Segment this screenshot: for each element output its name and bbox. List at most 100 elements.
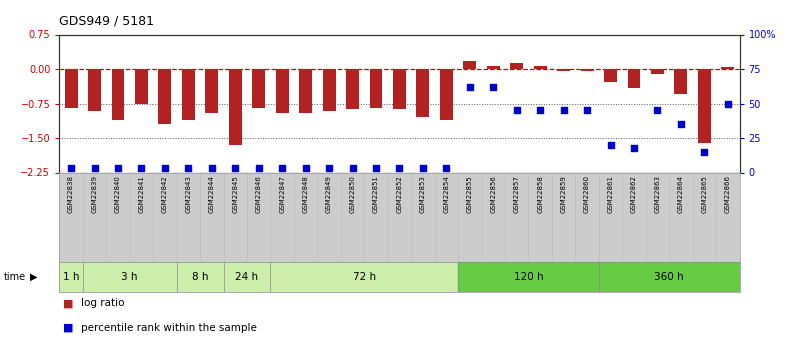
Point (393, 166, 406, 171)
Bar (557, 69, 570, 71)
Point (276, 166, 289, 171)
Point (558, 108, 570, 113)
Point (721, 101, 734, 106)
Text: GSM22847: GSM22847 (279, 175, 286, 213)
Point (346, 166, 359, 171)
Text: GSM22855: GSM22855 (467, 175, 473, 213)
Point (417, 166, 430, 171)
Bar (440, 69, 452, 120)
Text: GSM22850: GSM22850 (350, 175, 355, 213)
Point (299, 166, 312, 171)
Point (252, 166, 265, 171)
Bar (721, 67, 734, 69)
Bar (627, 69, 641, 88)
Text: GSM22865: GSM22865 (702, 175, 707, 213)
Text: percentile rank within the sample: percentile rank within the sample (81, 323, 256, 333)
Text: GSM22856: GSM22856 (490, 175, 496, 213)
Point (487, 84, 500, 90)
Point (112, 166, 124, 171)
Bar (83, 262, 176, 292)
Bar (369, 69, 383, 108)
Text: log ratio: log ratio (81, 298, 124, 308)
Bar (486, 66, 500, 69)
Bar (112, 69, 124, 120)
Bar (698, 69, 711, 142)
Point (65, 166, 78, 171)
Text: GSM22866: GSM22866 (725, 175, 731, 213)
Text: ■: ■ (63, 323, 74, 333)
Text: GSM22860: GSM22860 (584, 175, 590, 213)
Point (698, 149, 711, 155)
Point (604, 142, 617, 148)
Text: GSM22845: GSM22845 (233, 175, 238, 213)
Bar (88, 69, 101, 111)
Bar (599, 262, 740, 292)
Point (158, 166, 171, 171)
Bar (675, 69, 687, 94)
Bar (182, 69, 195, 120)
Bar (651, 69, 664, 73)
Bar (65, 69, 78, 108)
Text: GSM22864: GSM22864 (678, 175, 684, 213)
Text: 8 h: 8 h (192, 272, 208, 282)
Point (88, 166, 100, 171)
Text: GSM22861: GSM22861 (607, 175, 614, 213)
Bar (417, 69, 430, 117)
Bar (252, 69, 265, 108)
Bar (271, 262, 458, 292)
Bar (581, 69, 593, 71)
Bar (346, 69, 359, 109)
Point (206, 166, 218, 171)
Text: 72 h: 72 h (353, 272, 376, 282)
Text: GSM22843: GSM22843 (185, 175, 191, 213)
Text: GSM22848: GSM22848 (303, 175, 308, 213)
Point (510, 108, 523, 113)
Text: GSM22862: GSM22862 (631, 175, 637, 213)
Bar (206, 69, 218, 113)
Text: time: time (4, 272, 26, 282)
Point (581, 108, 593, 113)
Bar (464, 61, 476, 69)
Text: GSM22851: GSM22851 (373, 175, 379, 213)
Text: GSM22854: GSM22854 (444, 175, 449, 213)
Text: GSM22840: GSM22840 (115, 175, 121, 213)
Point (651, 108, 664, 113)
Text: GSM22841: GSM22841 (138, 175, 145, 213)
Bar (59, 262, 83, 292)
Bar (458, 262, 599, 292)
Point (534, 108, 547, 113)
Point (464, 84, 476, 90)
Text: GSM22838: GSM22838 (68, 175, 74, 213)
Text: 1 h: 1 h (62, 272, 79, 282)
Bar (158, 69, 172, 124)
Point (182, 166, 195, 171)
Text: 24 h: 24 h (236, 272, 259, 282)
Text: GSM22844: GSM22844 (209, 175, 215, 213)
Text: GSM22839: GSM22839 (92, 175, 97, 213)
Bar (229, 69, 242, 145)
Bar (299, 69, 312, 113)
Point (628, 145, 641, 150)
Bar (393, 69, 406, 109)
Text: GSM22857: GSM22857 (513, 175, 520, 213)
Text: ■: ■ (63, 298, 74, 308)
Bar (276, 69, 289, 113)
Text: GDS949 / 5181: GDS949 / 5181 (59, 14, 154, 28)
Bar (604, 69, 617, 82)
Text: GSM22842: GSM22842 (162, 175, 168, 213)
Text: GSM22859: GSM22859 (561, 175, 566, 213)
Bar (224, 262, 271, 292)
Text: 120 h: 120 h (513, 272, 543, 282)
Text: GSM22853: GSM22853 (420, 175, 426, 213)
Point (675, 121, 687, 127)
Bar (135, 69, 148, 104)
Text: ▶: ▶ (30, 272, 37, 282)
Bar (534, 66, 547, 69)
Point (323, 166, 335, 171)
Bar (176, 262, 224, 292)
Text: GSM22852: GSM22852 (396, 175, 403, 213)
Text: GSM22849: GSM22849 (326, 175, 332, 213)
Text: GSM22858: GSM22858 (537, 175, 543, 213)
Point (369, 166, 382, 171)
Text: GSM22863: GSM22863 (654, 175, 660, 213)
